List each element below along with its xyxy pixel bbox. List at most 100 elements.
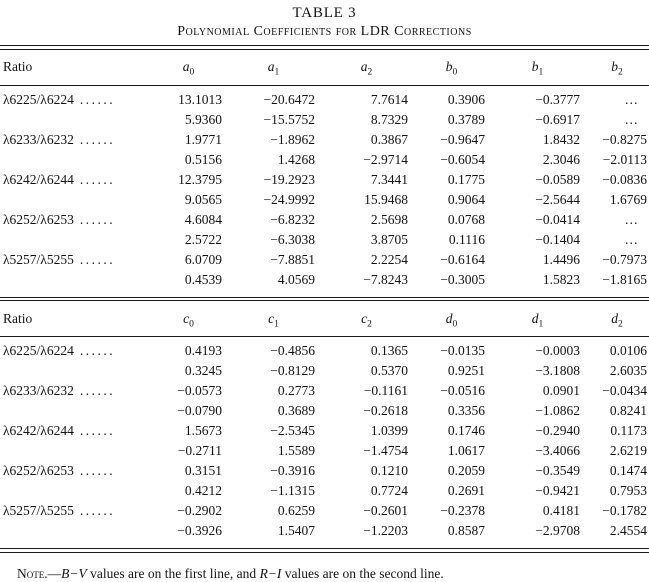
coefficient-cell: −0.3926	[177, 523, 222, 538]
column-header: b1	[490, 49, 585, 86]
coefficient-cell: 0.3689	[277, 403, 315, 418]
ratio-cell: λ6225/λ6224......	[3, 343, 116, 358]
coefficient-cell: 0.7953	[609, 483, 647, 498]
ratio-cell: λ6242/λ6244......	[3, 423, 116, 438]
coefficient-cell: −1.0862	[535, 403, 580, 418]
coefficient-cell: −19.2923	[263, 171, 316, 187]
table-row: −0.2711 1.5589 −1.4754 1.0617 −3.4066 2.6219	[0, 441, 649, 461]
column-header: Ratio	[0, 301, 150, 337]
coefficient-cell: 2.5722	[184, 231, 222, 247]
ratio-cell	[0, 190, 150, 210]
coefficient-cell: −1.8165	[602, 271, 647, 287]
coefficient-cell: 1.5823	[542, 271, 580, 287]
column-header: c2	[320, 301, 413, 337]
ratio-cell: λ6252/λ6253......	[3, 463, 116, 478]
ratio-cell	[0, 361, 150, 381]
column-header: a1	[227, 49, 320, 86]
coefficient-cell: 0.4539	[184, 271, 222, 287]
coefficient-cell: 0.0768	[447, 211, 485, 227]
coefficient-cell: −0.2378	[440, 503, 485, 518]
note-segment: values are on the second line.	[281, 565, 444, 581]
coefficient-cell: …	[624, 211, 639, 227]
table-row: λ6252/λ6253...... 4.6084 −6.8232 2.5698 0.07…	[0, 210, 649, 230]
column-header: b0	[413, 49, 490, 86]
ratio-cell	[0, 230, 150, 250]
ratio-cell: λ5257/λ5255......	[3, 503, 116, 518]
leader-dots: ......	[79, 463, 116, 478]
column-header: d1	[490, 301, 585, 337]
table-row: 0.4212 −1.1315 0.7724 0.2691 −0.9421 0.7953	[0, 481, 649, 501]
coefficient-cell: 1.9771	[184, 131, 222, 147]
coefficient-cell: −24.9992	[263, 191, 316, 207]
coefficient-cell: −3.4066	[535, 443, 580, 458]
table-row: λ6225/λ6224...... 0.4193 −0.4856 0.1365 −0.0…	[0, 337, 649, 362]
coefficient-cell: −0.3005	[440, 271, 485, 287]
ratio-cell: λ6252/λ6253......	[3, 211, 116, 227]
coefficient-cell: −0.0414	[535, 211, 580, 227]
coefficient-cell: 0.6259	[277, 503, 315, 518]
coefficient-cell: −0.0836	[602, 171, 647, 187]
coefficient-cell: −0.0589	[535, 171, 580, 187]
coefficient-cell: −0.2601	[363, 503, 408, 518]
ratio-cell	[0, 150, 150, 170]
coefficient-cell: 0.2691	[447, 483, 485, 498]
coefficient-cell: −0.8275	[602, 131, 647, 147]
coefficient-cell: 15.9468	[364, 191, 408, 207]
coefficient-cell: 0.5156	[184, 151, 222, 167]
column-header: a0	[150, 49, 227, 86]
table-row: λ6252/λ6253...... 0.3151 −0.3916 0.1210 0.20…	[0, 461, 649, 481]
column-header: a2	[320, 49, 413, 86]
coefficient-cell: −1.4754	[363, 443, 408, 458]
coefficient-cell: −0.0790	[177, 403, 222, 418]
coefficient-cell: −0.2711	[177, 443, 222, 458]
note-segment: values are on the first line, and	[86, 565, 260, 581]
leader-dots: ......	[79, 343, 116, 358]
coefficient-cell: 0.3906	[447, 91, 485, 107]
table-row: λ6242/λ6244...... 1.5673 −2.5345 1.0399 0.17…	[0, 421, 649, 441]
coefficient-cell: 12.3795	[178, 171, 222, 187]
coefficient-cell: 0.1746	[447, 423, 485, 438]
ratio-cell: λ6242/λ6244......	[3, 171, 116, 187]
header-row: Ratio c0 c1 c2 d0 d1 d2	[0, 301, 649, 337]
coefficient-cell: 0.3867	[370, 131, 408, 147]
coefficient-cell: 0.4181	[542, 503, 580, 518]
coefficient-cell: −0.2902	[177, 503, 222, 518]
top-double-rule	[0, 45, 649, 50]
coefficients-table-cd: Ratio c0 c1 c2 d0 d1 d2 λ6225/λ6224...... 0.419…	[0, 301, 649, 541]
coefficient-cell: 1.5673	[184, 423, 222, 438]
coefficient-cell: 0.0901	[542, 383, 580, 398]
table-row: −0.0790 0.3689 −0.2618 0.3356 −1.0862 0.8241	[0, 401, 649, 421]
coefficient-cell: 0.8241	[609, 403, 647, 418]
coefficient-cell: −2.0113	[602, 151, 647, 167]
note-segment: B−V	[61, 565, 87, 581]
coefficient-cell: −0.9421	[535, 483, 580, 498]
coefficient-cell: 0.4193	[184, 343, 222, 358]
leader-dots: ......	[79, 131, 116, 147]
leader-dots: ......	[79, 383, 116, 398]
coefficient-cell: 0.9064	[447, 191, 485, 207]
table-row: 9.0565 −24.9992 15.9468 0.9064 −2.5644 1.6769	[0, 190, 649, 210]
table-row: λ6242/λ6244...... 12.3795 −19.2923 7.3441 0.…	[0, 170, 649, 190]
column-header: Ratio	[0, 49, 150, 86]
coefficient-cell: 1.6769	[609, 191, 647, 207]
coefficient-cell: 0.2059	[447, 463, 485, 478]
coefficients-table-ab: Ratio a0 a1 a2 b0 b1 b2 λ6225/λ6224...... 13.10…	[0, 49, 649, 290]
coefficient-cell: −0.0434	[602, 383, 647, 398]
coefficient-cell: 0.4212	[184, 483, 222, 498]
coefficient-cell: 9.0565	[184, 191, 222, 207]
coefficient-cell: −0.3549	[535, 463, 580, 478]
coefficient-cell: −0.6054	[440, 151, 485, 167]
coefficient-cell: −0.0135	[440, 343, 485, 358]
table-row: λ5257/λ5255...... −0.2902 0.6259 −0.2601 −0.…	[0, 501, 649, 521]
coefficient-cell: −0.2618	[363, 403, 408, 418]
ratio-cell	[0, 441, 150, 461]
column-header: d2	[585, 301, 649, 337]
coefficient-cell: 0.3789	[447, 111, 485, 127]
note-segment: Note.—	[17, 565, 62, 581]
note-segment: R−I	[259, 565, 282, 581]
table-row: −0.3926 1.5407 −1.2203 0.8587 −2.9708 2.4554	[0, 521, 649, 541]
coefficient-cell: 2.4554	[609, 523, 647, 538]
coefficient-cell: −0.2940	[535, 423, 580, 438]
coefficient-cell: 1.0399	[370, 423, 408, 438]
coefficient-cell: −3.1808	[535, 363, 580, 378]
